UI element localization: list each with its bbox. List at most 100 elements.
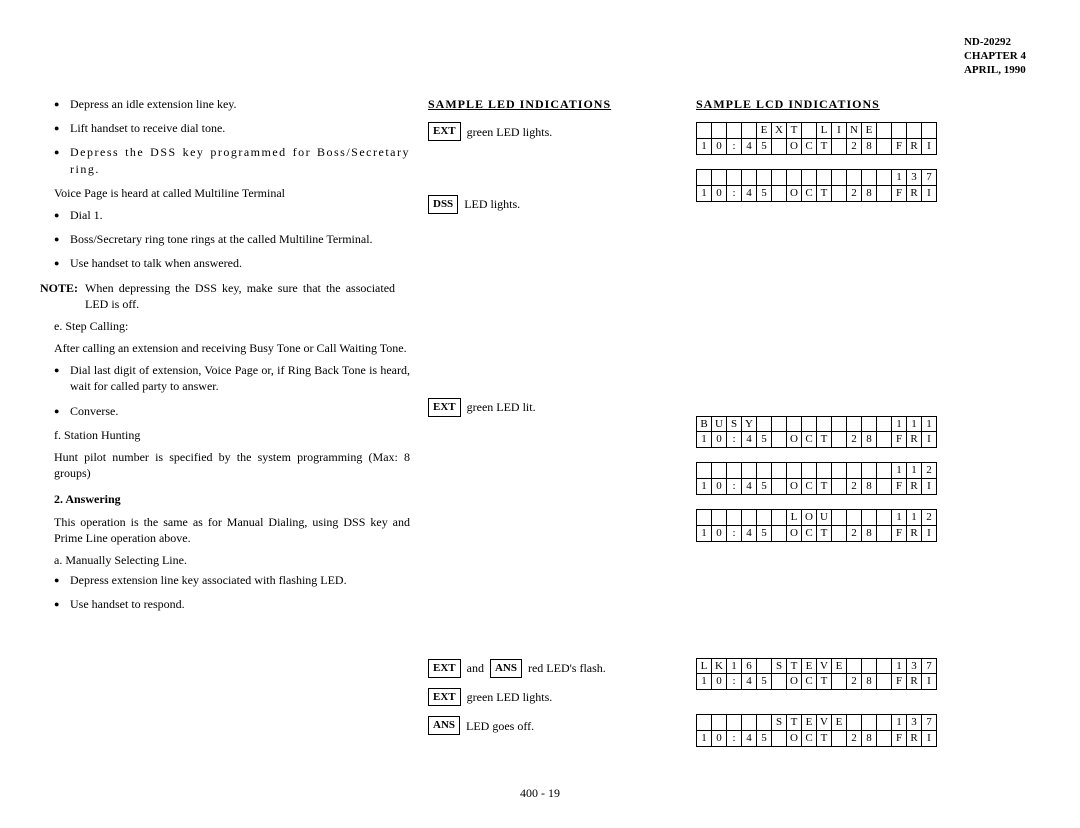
lcd-cell: [802, 463, 817, 479]
lcd-cell: 6: [742, 658, 757, 674]
lcd-cell: [922, 123, 937, 139]
lcd-cell: C: [802, 731, 817, 747]
lcd-cell: 4: [742, 432, 757, 448]
lcd-cell: [877, 674, 892, 690]
step-a-label: a. Manually Selecting Line.: [54, 552, 410, 568]
lcd-cell: 5: [757, 432, 772, 448]
lcd-cell: L: [697, 658, 712, 674]
lcd-display: BUSY11110:45OCT28FRI: [696, 416, 976, 449]
lcd-cell: [727, 169, 742, 185]
lcd-cell: F: [892, 479, 907, 495]
lcd-cell: R: [907, 479, 922, 495]
doc-id: ND-20292: [964, 36, 1026, 50]
led-row: EXT green LED lights.: [428, 122, 678, 141]
lcd-cell: :: [727, 731, 742, 747]
lcd-cell: S: [772, 658, 787, 674]
ans-box: ANS: [428, 716, 460, 735]
lcd-cell: 2: [847, 479, 862, 495]
lcd-display: LK16STEVE13710:45OCT28FRI: [696, 658, 976, 691]
lcd-cell: [832, 185, 847, 201]
doc-header: ND-20292 CHAPTER 4 APRIL, 1990: [964, 36, 1026, 77]
lcd-cell: 2: [847, 731, 862, 747]
lcd-cell: C: [802, 139, 817, 155]
lcd-cell: O: [787, 185, 802, 201]
lcd-cell: I: [922, 139, 937, 155]
led-row: EXT green LED lights.: [428, 688, 678, 707]
led-text: red LED's flash.: [528, 660, 606, 676]
lcd-cell: [757, 463, 772, 479]
lcd-cell: I: [922, 479, 937, 495]
lcd-cell: [787, 416, 802, 432]
lcd-cell: [712, 123, 727, 139]
lcd-cell: [832, 139, 847, 155]
lcd-cell: [742, 463, 757, 479]
lcd-cell: 1: [892, 463, 907, 479]
lcd-cell: U: [712, 416, 727, 432]
page-number: 400 - 19: [40, 785, 1040, 801]
lcd-cell: 1: [697, 139, 712, 155]
lcd-cell: 7: [922, 169, 937, 185]
lcd-cell: 1: [697, 731, 712, 747]
lcd-cell: L: [817, 123, 832, 139]
lcd-cell: [757, 715, 772, 731]
lcd-cell: R: [907, 674, 922, 690]
lcd-cell: 1: [892, 509, 907, 525]
led-text: LED lights.: [464, 196, 520, 212]
lcd-cell: [712, 463, 727, 479]
lcd-cell: T: [817, 432, 832, 448]
lcd-cell: 7: [922, 715, 937, 731]
ans-box: ANS: [490, 659, 522, 678]
lcd-cell: T: [787, 123, 802, 139]
lcd-cell: 2: [847, 432, 862, 448]
lcd-cell: 0: [712, 525, 727, 541]
lcd-cell: [727, 715, 742, 731]
lcd-cell: O: [787, 525, 802, 541]
lcd-cell: U: [817, 509, 832, 525]
lcd-cell: 3: [907, 715, 922, 731]
lcd-cell: [877, 185, 892, 201]
lcd-cell: [862, 715, 877, 731]
answering-heading: 2. Answering: [54, 491, 410, 507]
lcd-cell: R: [907, 139, 922, 155]
lcd-cell: 0: [712, 432, 727, 448]
lcd-cell: O: [787, 139, 802, 155]
lcd-cell: E: [802, 715, 817, 731]
lcd-cell: F: [892, 139, 907, 155]
lcd-cell: C: [802, 432, 817, 448]
bullet-group-4: Depress extension line key associated wi…: [40, 572, 410, 612]
ext-box: EXT: [428, 688, 461, 707]
led-text: LED goes off.: [466, 718, 534, 734]
lcd-cell: 0: [712, 674, 727, 690]
lcd-cell: [862, 416, 877, 432]
lcd-cell: [697, 169, 712, 185]
lcd-cell: T: [787, 715, 802, 731]
lcd-cell: [847, 715, 862, 731]
answering-text: This operation is the same as for Manual…: [54, 514, 410, 546]
lcd-cell: [727, 463, 742, 479]
lcd-title: SAMPLE LCD INDICATIONS: [696, 96, 976, 112]
lcd-cell: [697, 463, 712, 479]
lcd-cell: 1: [727, 658, 742, 674]
lcd-cell: [772, 525, 787, 541]
lcd-cell: [697, 715, 712, 731]
lcd-cell: [772, 731, 787, 747]
lcd-cell: O: [787, 432, 802, 448]
lcd-cell: [772, 185, 787, 201]
step-e-text: After calling an extension and receiving…: [54, 340, 410, 356]
led-row: DSS LED lights.: [428, 195, 678, 214]
ext-box: EXT: [428, 659, 461, 678]
doc-date: APRIL, 1990: [964, 64, 1026, 78]
ext-box: EXT: [428, 398, 461, 417]
lcd-cell: [727, 509, 742, 525]
lcd-cell: [832, 731, 847, 747]
lcd-cell: N: [847, 123, 862, 139]
lcd-cell: [772, 416, 787, 432]
lcd-cell: O: [787, 479, 802, 495]
lcd-cell: E: [757, 123, 772, 139]
lcd-cell: 8: [862, 185, 877, 201]
lcd-cell: 2: [847, 674, 862, 690]
led-text: green LED lights.: [467, 689, 553, 705]
lcd-cell: 8: [862, 432, 877, 448]
lcd-cell: V: [817, 658, 832, 674]
lcd-cell: 1: [892, 416, 907, 432]
